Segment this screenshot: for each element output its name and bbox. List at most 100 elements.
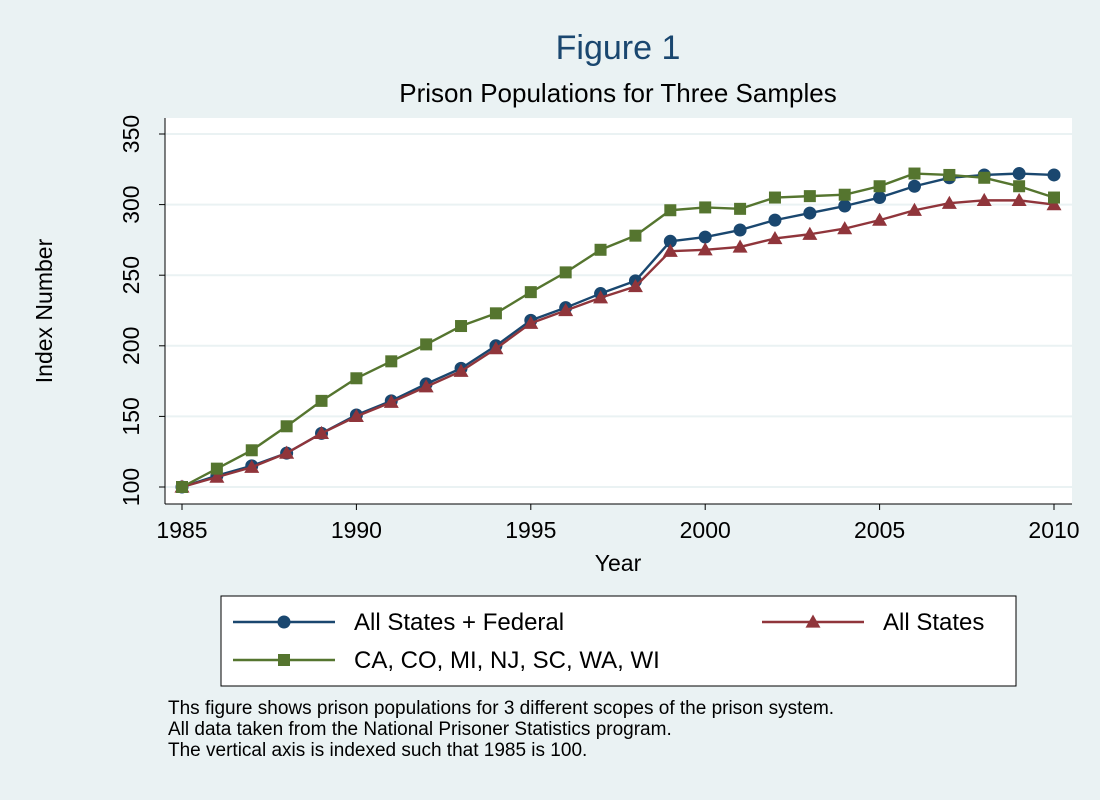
y-axis-label: Index Number xyxy=(31,238,57,383)
data-point xyxy=(908,167,921,180)
y-tick-label: 200 xyxy=(118,327,144,365)
plot-area xyxy=(165,118,1072,504)
legend-item: All States xyxy=(762,609,984,636)
data-point xyxy=(803,190,816,203)
legend-marker xyxy=(805,614,821,628)
legend-label: All States xyxy=(883,609,984,636)
data-point xyxy=(906,202,922,216)
data-point xyxy=(209,469,225,483)
data-point xyxy=(314,425,330,439)
data-point xyxy=(594,243,607,256)
data-point xyxy=(732,239,748,253)
data-point xyxy=(315,394,328,407)
data-point xyxy=(559,266,572,279)
data-point xyxy=(1012,167,1026,181)
data-point xyxy=(176,481,188,493)
data-point xyxy=(873,191,887,205)
data-point xyxy=(1046,197,1062,211)
y-tick-label: 350 xyxy=(118,115,144,153)
data-point xyxy=(524,286,537,299)
y-tick-label: 300 xyxy=(118,185,144,223)
x-tick-label: 2000 xyxy=(680,517,731,543)
gridlines xyxy=(165,133,1072,488)
data-point xyxy=(558,303,574,317)
data-point xyxy=(664,204,677,217)
data-point xyxy=(978,171,991,184)
data-point xyxy=(489,307,502,320)
data-point xyxy=(418,379,434,393)
data-point xyxy=(838,199,852,213)
data-point xyxy=(976,192,992,206)
legend-marker xyxy=(278,654,290,666)
data-point xyxy=(593,290,609,304)
data-point xyxy=(279,445,295,459)
data-point xyxy=(838,188,851,201)
chart-subtitle: Prison Populations for Three Samples xyxy=(399,78,836,108)
y-tick-label: 150 xyxy=(118,397,144,435)
data-point xyxy=(699,201,712,214)
series-3 xyxy=(176,167,1060,493)
data-point xyxy=(943,168,956,181)
y-axis-ticks: 100 150 200 250 300 350 xyxy=(118,115,165,506)
data-point xyxy=(768,191,781,204)
x-tick-label: 1985 xyxy=(156,517,207,543)
data-point xyxy=(348,408,364,423)
data-point xyxy=(488,341,504,355)
legend-label: CA, CO, MI, NJ, SC, WA, WI xyxy=(354,647,660,674)
data-point xyxy=(872,212,888,226)
data-point xyxy=(280,420,293,433)
legend-marker xyxy=(277,615,291,629)
data-point xyxy=(733,223,747,237)
data-point xyxy=(627,278,643,293)
legend-item: CA, CO, MI, NJ, SC, WA, WI xyxy=(233,647,660,674)
note-line-1: Ths figure shows prison populations for … xyxy=(168,698,835,719)
series-group xyxy=(174,167,1062,494)
y-tick-label: 100 xyxy=(118,468,144,506)
series-2 xyxy=(174,192,1062,493)
data-point xyxy=(1011,192,1027,206)
data-point xyxy=(1047,168,1061,182)
legend-items: All States + Federal All States CA, CO, MI… xyxy=(233,609,984,674)
chart-notes: Ths figure shows prison populations for … xyxy=(168,698,834,761)
note-line-2: All data taken from the National Prisone… xyxy=(168,719,672,740)
data-point xyxy=(662,243,678,257)
data-point xyxy=(907,179,921,193)
data-point xyxy=(734,202,747,215)
data-point xyxy=(383,394,399,408)
legend-box xyxy=(220,595,1017,687)
data-point xyxy=(768,213,782,227)
data-point xyxy=(1048,191,1060,204)
data-point xyxy=(941,195,957,209)
data-point xyxy=(420,338,433,351)
x-tick-label: 2010 xyxy=(1028,517,1079,543)
x-axis-label: Year xyxy=(595,550,642,576)
data-point xyxy=(1013,180,1026,193)
data-point xyxy=(523,315,539,329)
data-point xyxy=(837,221,853,235)
data-point xyxy=(244,459,260,473)
data-point xyxy=(210,462,223,475)
note-line-3: The vertical axis is indexed such that 1… xyxy=(168,740,588,761)
data-point xyxy=(385,355,398,368)
legend: All States + Federal All States CA, CO, MI… xyxy=(220,595,1017,687)
data-point xyxy=(697,242,713,256)
data-point xyxy=(663,234,677,248)
chart-title: Figure 1 xyxy=(556,29,681,67)
data-point xyxy=(802,226,818,240)
data-point xyxy=(698,230,712,244)
data-point xyxy=(767,230,783,245)
data-point xyxy=(873,180,886,193)
series-line xyxy=(181,199,1055,489)
legend-label: All States + Federal xyxy=(354,609,564,636)
data-point xyxy=(350,372,363,385)
legend-item: All States + Federal xyxy=(233,609,564,636)
x-tick-label: 1995 xyxy=(505,517,556,543)
x-tick-label: 1990 xyxy=(331,517,382,543)
y-tick-label: 250 xyxy=(118,256,144,294)
data-point xyxy=(453,363,469,377)
data-point xyxy=(803,206,817,220)
data-point xyxy=(455,320,468,333)
x-axis-ticks: 1985 1990 1995 2000 2005 2010 xyxy=(156,504,1080,543)
data-point xyxy=(629,229,642,242)
